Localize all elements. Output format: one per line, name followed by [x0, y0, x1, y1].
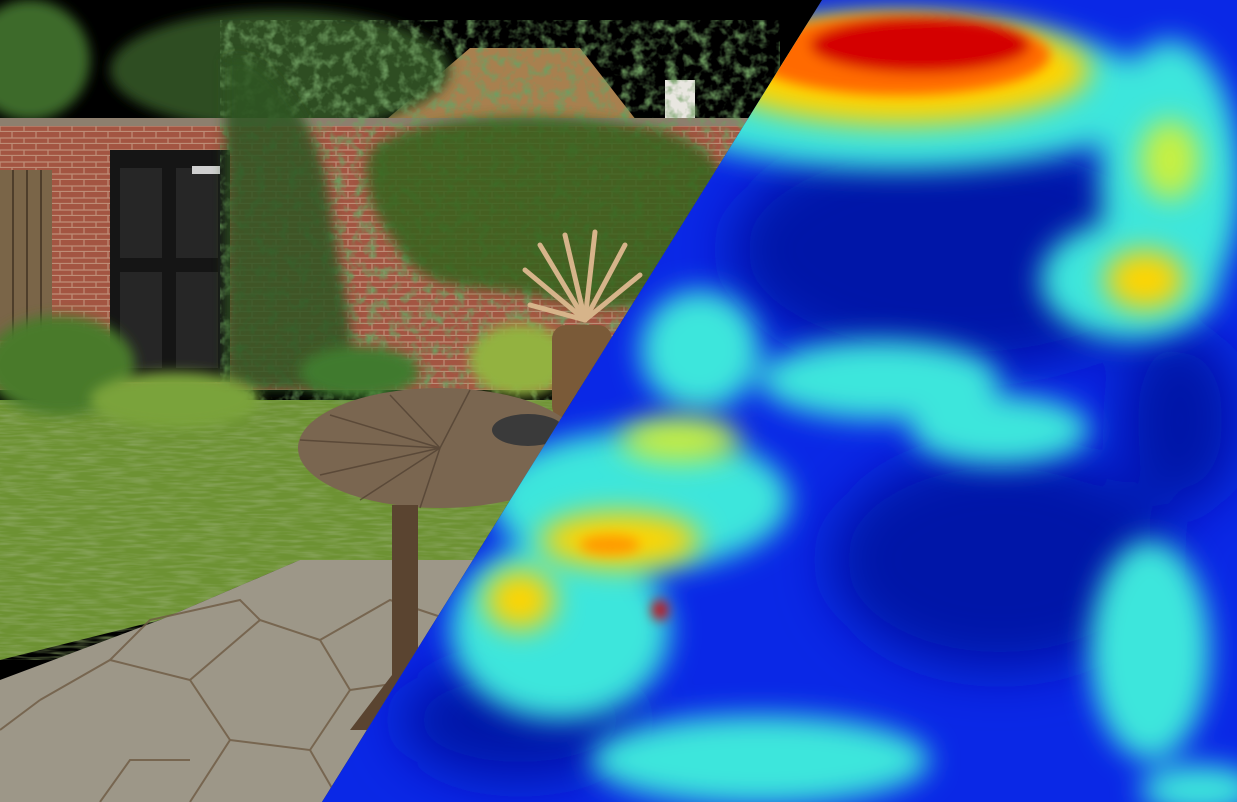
parasol-hole: [492, 414, 564, 446]
fence: [0, 170, 52, 340]
shrub: [90, 372, 260, 428]
table-leg: [392, 505, 418, 675]
ivy-icon: [225, 56, 353, 390]
door-panel: [176, 272, 218, 368]
palm-plant-icon: [522, 229, 643, 323]
ivy-icon: [366, 116, 728, 308]
heatmap-hot-regions: [580, 15, 1050, 620]
shrub: [300, 346, 420, 398]
paving-joints: [0, 598, 461, 802]
door-panel: [176, 168, 218, 258]
table-slats: [299, 389, 471, 509]
door-plate: [192, 166, 220, 174]
corner-tree: [0, 0, 90, 120]
door-panel: [120, 168, 162, 258]
shrub: [470, 324, 570, 396]
